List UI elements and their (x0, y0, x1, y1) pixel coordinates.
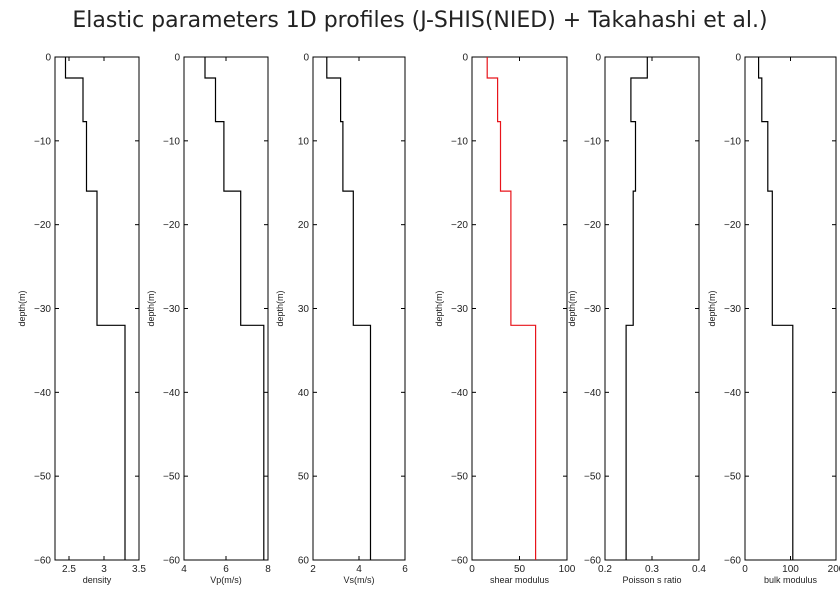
panel-2-ytick-label: −40 (163, 388, 180, 399)
panel-3-xlabel: Vs(m/s) (344, 575, 375, 585)
panel-5-ytick-label: −10 (584, 136, 601, 147)
panel-3-xtick-label: 4 (356, 564, 362, 575)
panel-1-ylabel: depth(m) (17, 290, 27, 326)
panel-1-ytick-label: −50 (34, 472, 51, 483)
panel-3-ytick-label: 20 (298, 220, 310, 231)
panel-5-ytick-label: −40 (584, 388, 601, 399)
panel-5-ytick-label: −30 (584, 304, 601, 315)
panel-6-xtick-label: 100 (782, 564, 799, 575)
panel-6-ytick-label: 0 (735, 53, 741, 64)
panel-4-ytick-label: −60 (451, 556, 468, 567)
panel-3-ytick-label: 50 (298, 472, 310, 483)
panel-3-ylabel: depth(m) (275, 290, 285, 326)
panel-4-ylabel: depth(m) (434, 290, 444, 326)
panel-2-ytick-label: −30 (163, 304, 180, 315)
panel-2-ytick-label: −20 (163, 220, 180, 231)
panel-6-xtick-label: 0 (742, 564, 748, 575)
panel-3-xtick-label: 6 (402, 564, 408, 575)
panel-5-ytick-label: −50 (584, 472, 601, 483)
panel-6-ytick-label: −40 (724, 388, 741, 399)
panel-6-xlabel: bulk modulus (764, 575, 818, 585)
panel-4-ytick-label: −50 (451, 472, 468, 483)
panel-4-ytick-label: −20 (451, 220, 468, 231)
panel-1-ytick-label: −30 (34, 304, 51, 315)
panel-4-xtick-label: 0 (469, 564, 475, 575)
panel-1-profile-line (64, 57, 126, 560)
panel-1-ytick-label: 0 (45, 53, 51, 64)
panel-5-xtick-label: 0.4 (692, 564, 706, 575)
panel-3-profile-line (326, 57, 372, 560)
panel-5-ytick-label: −20 (584, 220, 601, 231)
panel-5-ylabel: depth(m) (567, 290, 577, 326)
panel-2-ytick-label: −60 (163, 556, 180, 567)
panel-5-xtick-label: 0.2 (598, 564, 612, 575)
panel-3-frame (312, 56, 406, 561)
panel-4-ytick-label: −40 (451, 388, 468, 399)
panel-2-ytick-label: 0 (174, 53, 180, 64)
panel-1-xtick-label: 3.5 (132, 564, 146, 575)
panel-6-frame (744, 56, 837, 561)
panel-4-frame (471, 56, 568, 561)
panel-6-xtick-label: 200 (828, 564, 840, 575)
panel-4-ytick-label: −10 (451, 136, 468, 147)
panel-4-xlabel: shear modulus (490, 575, 550, 585)
panel-5-xtick-label: 0.3 (645, 564, 659, 575)
panel-5-ytick-label: −60 (584, 556, 601, 567)
panel-5-ytick-label: 0 (595, 53, 601, 64)
panel-2-ytick-label: −10 (163, 136, 180, 147)
panel-2-profile-line (204, 57, 265, 560)
panel-2-frame (183, 56, 269, 561)
panel-6-ytick-label: −50 (724, 472, 741, 483)
panel-6-ylabel: depth(m) (707, 290, 717, 326)
panel-4-profile-line (486, 57, 537, 560)
panel-1-ytick-label: −20 (34, 220, 51, 231)
panel-4-xtick-label: 100 (559, 564, 576, 575)
panel-5-profile-line (625, 57, 648, 560)
panel-6-ytick-label: −30 (724, 304, 741, 315)
panel-1-ytick-label: −10 (34, 136, 51, 147)
panel-1-ytick-label: −40 (34, 388, 51, 399)
panel-5-xlabel: Poisson s ratio (622, 575, 681, 585)
panel-3-ytick-label: 30 (298, 304, 310, 315)
panel-1-ytick-label: −60 (34, 556, 51, 567)
panel-3-ytick-label: 60 (298, 556, 310, 567)
panel-6-profile-line (757, 57, 794, 560)
panel-3-ytick-label: 10 (298, 136, 310, 147)
panel-4-xtick-label: 50 (514, 564, 526, 575)
panel-3-xtick-label: 2 (310, 564, 316, 575)
panel-2-xlabel: Vp(m/s) (210, 575, 242, 585)
panel-1-xtick-label: 2.5 (62, 564, 76, 575)
panel-6-ytick-label: −60 (724, 556, 741, 567)
panel-2-xtick-label: 4 (181, 564, 187, 575)
panel-4-ytick-label: 0 (462, 53, 468, 64)
panel-2-xtick-label: 6 (223, 564, 229, 575)
figure-title: Elastic parameters 1D profiles (J-SHIS(N… (72, 8, 768, 33)
panel-2-ylabel: depth(m) (146, 290, 156, 326)
panel-1-xtick-label: 3 (101, 564, 107, 575)
panel-1-xlabel: density (83, 575, 112, 585)
panel-2-xtick-label: 8 (265, 564, 271, 575)
panel-6-ytick-label: −10 (724, 136, 741, 147)
panel-2-ytick-label: −50 (163, 472, 180, 483)
panel-3-ytick-label: 40 (298, 388, 310, 399)
panel-5-frame (604, 56, 700, 561)
panel-3-ytick-label: 0 (303, 53, 309, 64)
panel-4-ytick-label: −30 (451, 304, 468, 315)
panel-6-ytick-label: −20 (724, 220, 741, 231)
